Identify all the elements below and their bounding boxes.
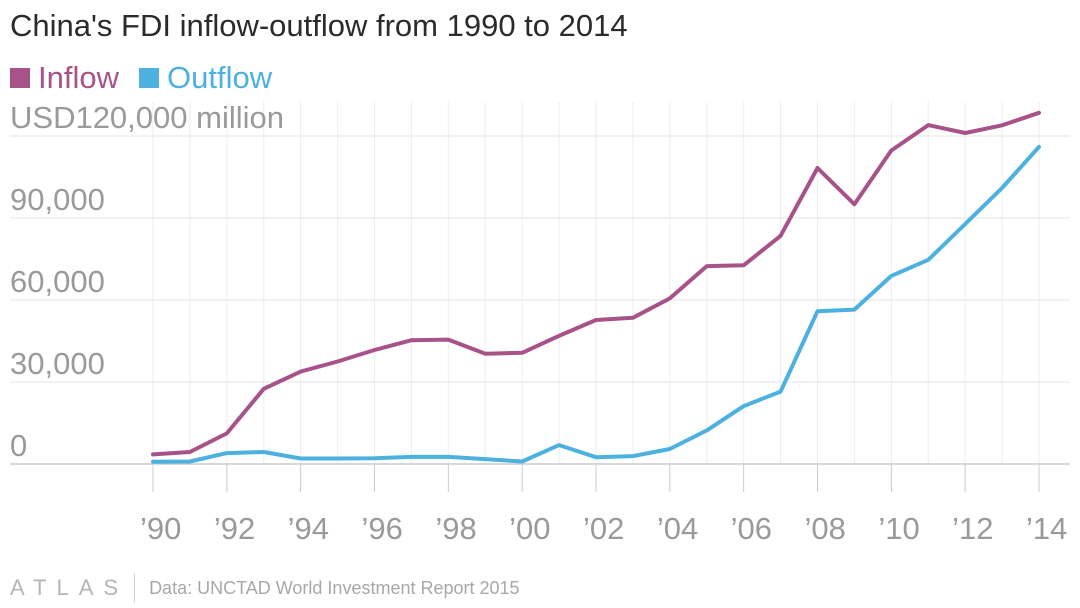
- chart-title: China's FDI inflow-outflow from 1990 to …: [10, 8, 628, 43]
- x-tick-label: ’00: [509, 511, 550, 546]
- x-tick-label: ’08: [805, 511, 846, 546]
- x-tick-label: ’98: [435, 511, 476, 546]
- x-tick-label: ’96: [362, 511, 403, 546]
- y-tick-label: 30,000: [10, 346, 105, 381]
- legend-swatch-inflow: [10, 68, 30, 88]
- series-line-inflow: [151, 110, 1041, 457]
- legend: Inflow Outflow: [10, 60, 292, 96]
- x-tick-label: ’92: [214, 511, 255, 546]
- footer-divider: [134, 574, 136, 602]
- source-note: Data: UNCTAD World Investment Report 201…: [149, 577, 520, 598]
- y-tick-label: 0: [10, 428, 27, 463]
- x-tick-label: ’90: [140, 511, 181, 546]
- x-tick-label: ’06: [731, 511, 772, 546]
- x-tick-label: ’12: [952, 511, 993, 546]
- legend-item-outflow: Outflow: [138, 60, 273, 96]
- series-line-outflow: [151, 144, 1041, 464]
- x-tick-label: ’02: [583, 511, 624, 546]
- x-tick-label: ’94: [288, 511, 329, 546]
- x-tick-label: ’04: [657, 511, 698, 546]
- y-tick-label: 60,000: [10, 264, 105, 299]
- x-tick-label: ’14: [1026, 511, 1067, 546]
- atlas-logo: ATLAS: [10, 575, 129, 600]
- legend-swatch-outflow: [138, 68, 159, 88]
- legend-label-inflow: Inflow: [38, 60, 119, 95]
- footer: ATLAS Data: UNCTAD World Investment Repo…: [10, 574, 520, 602]
- y-tick-label: USD120,000 million: [10, 100, 284, 135]
- legend-item-inflow: Inflow: [10, 60, 119, 96]
- y-tick-label: 90,000: [10, 182, 105, 217]
- legend-label-outflow: Outflow: [166, 60, 273, 95]
- x-tick-label: ’10: [878, 511, 919, 546]
